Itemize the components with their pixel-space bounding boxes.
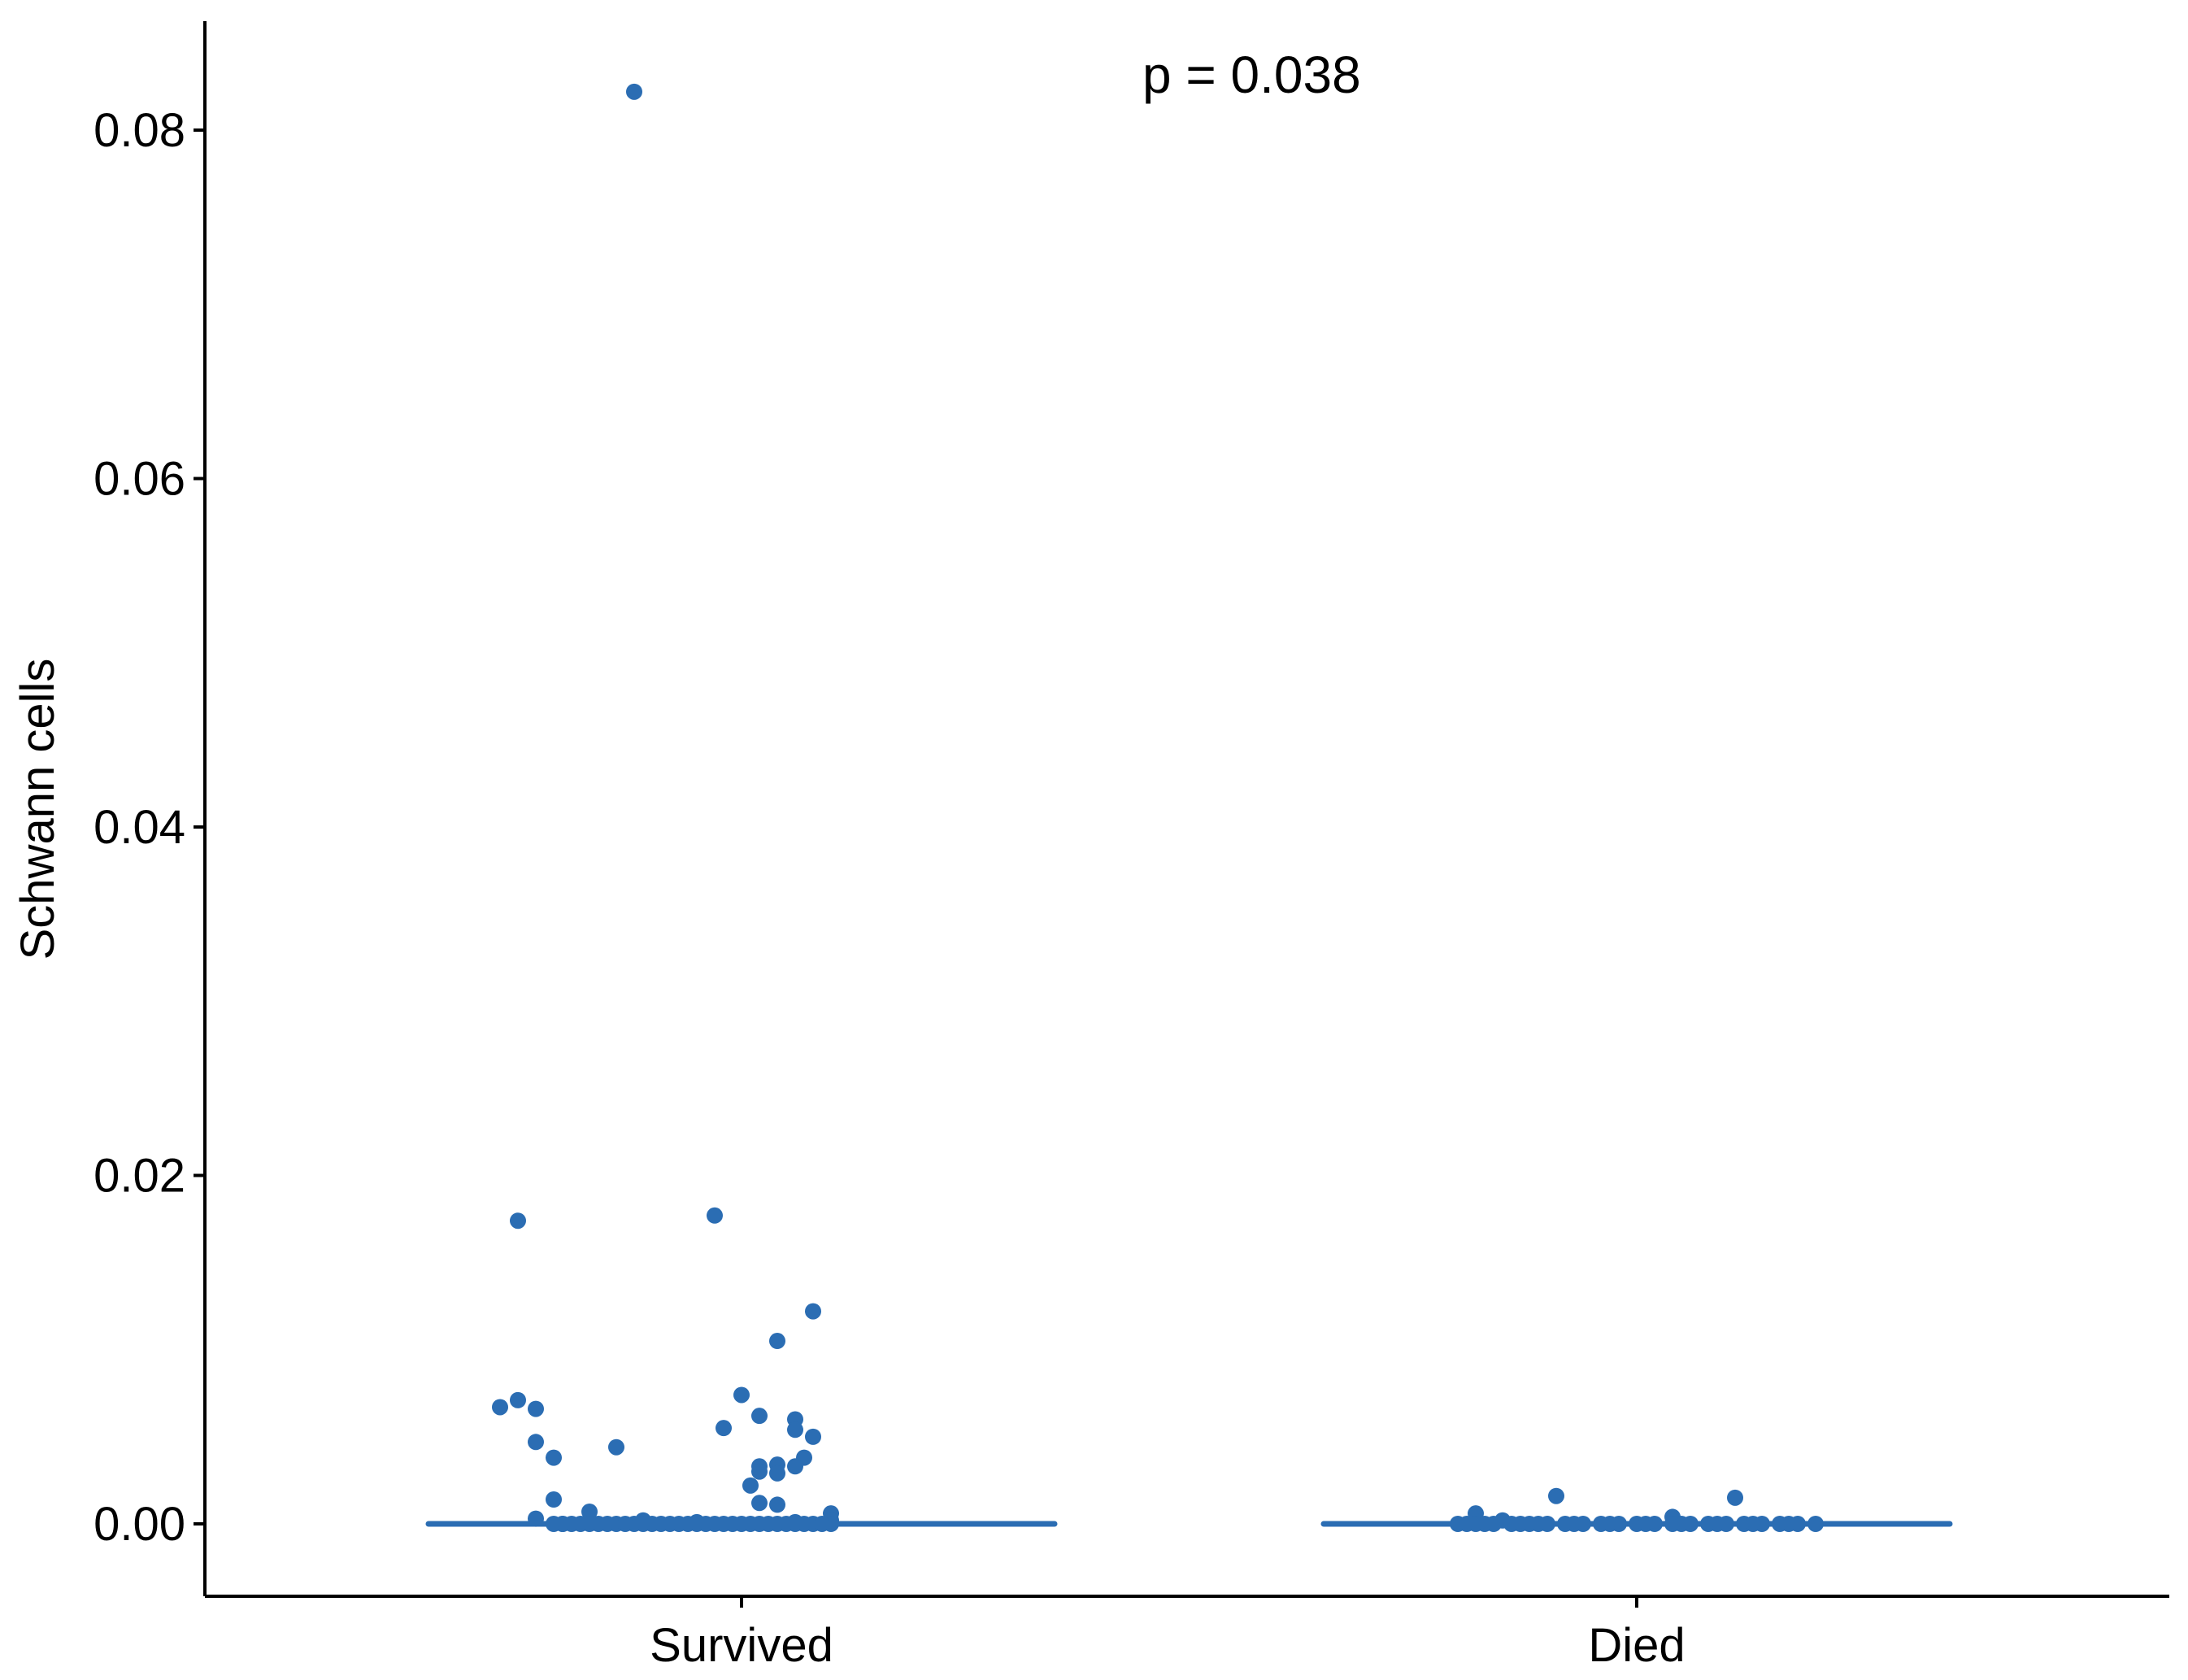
data-point-survived	[751, 1408, 768, 1425]
data-point-survived	[787, 1458, 803, 1475]
data-point-survived	[751, 1463, 768, 1480]
x-tick-label-died: Died	[1588, 1619, 1685, 1672]
data-point-survived	[510, 1212, 526, 1230]
p-value-annotation: p = 0.038	[1142, 46, 1361, 104]
data-point-survived	[751, 1495, 768, 1512]
data-point-survived	[716, 1420, 732, 1437]
y-axis-title: Schwann cells	[11, 659, 64, 960]
data-point-survived	[769, 1496, 785, 1513]
data-point-survived	[805, 1303, 821, 1320]
y-tick-label: 0.06	[94, 453, 185, 506]
data-point-survived	[769, 1465, 785, 1482]
data-point-survived	[528, 1434, 544, 1451]
y-tick-label: 0.04	[94, 801, 185, 854]
data-point-survived	[805, 1428, 821, 1445]
y-tick-label: 0.08	[94, 104, 185, 157]
data-point-survived	[492, 1399, 508, 1416]
y-ticks: 0.00 0.02 0.04 0.06 0.08	[94, 104, 205, 1551]
y-tick-label: 0.00	[94, 1498, 185, 1551]
x-tick-label-survived: Survived	[650, 1619, 833, 1672]
x-ticks: Survived Died	[650, 1596, 1686, 1672]
data-point-survived	[733, 1386, 750, 1404]
data-point-survived	[742, 1477, 759, 1494]
data-point-died	[1727, 1489, 1743, 1506]
y-tick-label: 0.02	[94, 1150, 185, 1203]
data-point-died	[1548, 1487, 1564, 1504]
data-point-survived	[769, 1333, 785, 1350]
data-point-survived	[528, 1400, 544, 1417]
data-point-survived	[787, 1421, 803, 1438]
data-point-survived	[608, 1438, 624, 1456]
data-point-survived	[510, 1391, 526, 1408]
data-point-survived	[707, 1207, 723, 1224]
data-point-survived	[581, 1504, 598, 1521]
data-point-survived	[546, 1491, 562, 1508]
data-point-survived	[546, 1449, 562, 1466]
data-point-survived	[626, 83, 642, 100]
